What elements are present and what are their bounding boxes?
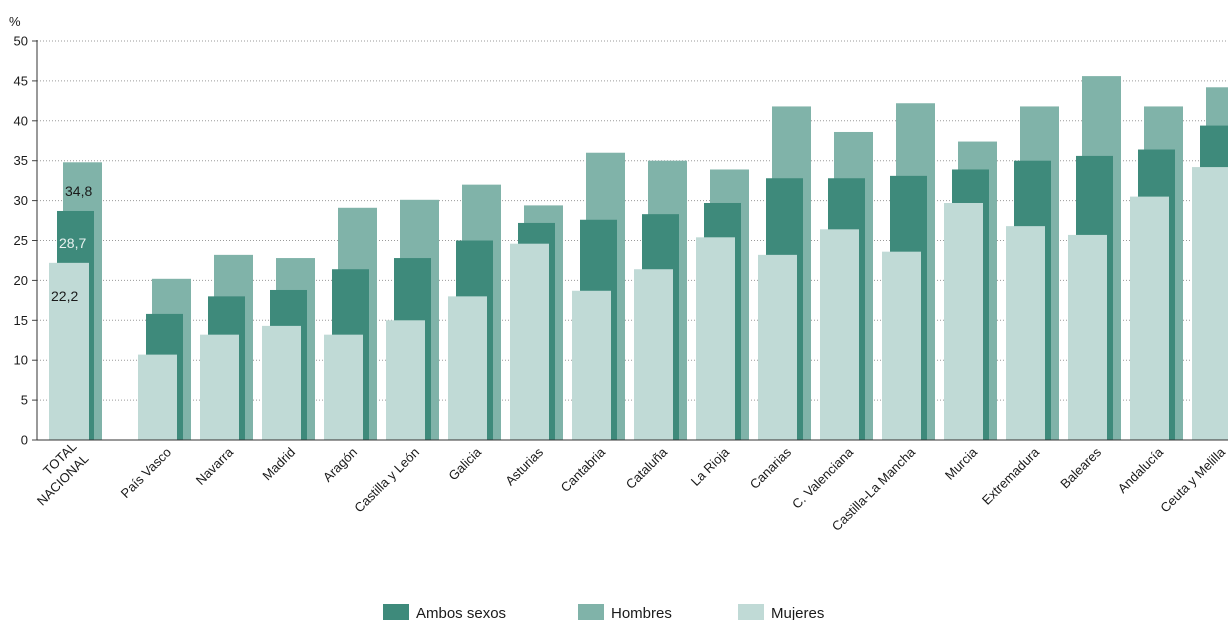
x-category-label: Ceuta y Melilla: [1157, 444, 1228, 515]
bar-mujeres: [1192, 167, 1228, 441]
bar-mujeres: [324, 334, 363, 440]
x-category-label-line: Andalucía: [1115, 444, 1167, 496]
y-tick-label: 45: [14, 73, 28, 88]
x-category-label: La Rioja: [688, 444, 733, 489]
x-category-label: TOTALNACIONAL: [22, 439, 92, 509]
bar-mujeres: [572, 290, 611, 440]
x-category-label: C. Valenciana: [789, 444, 857, 512]
x-category-label: Cantabria: [558, 444, 609, 495]
x-category-label-line: Galicia: [445, 444, 484, 483]
x-category-label-line: Madrid: [259, 445, 298, 484]
y-tick-label: 20: [14, 273, 28, 288]
x-category-label: Aragón: [320, 445, 360, 485]
bar-mujeres: [944, 202, 983, 440]
data-label-hombres-total: 34,8: [65, 183, 92, 199]
x-category-label-line: Baleares: [1057, 444, 1104, 491]
y-tick-label: 50: [14, 34, 28, 49]
bar-mujeres: [262, 325, 301, 440]
bar-mujeres: [49, 262, 89, 440]
y-tick-label: 0: [21, 433, 28, 448]
bar-mujeres: [1068, 234, 1107, 440]
bar-mujeres: [882, 251, 921, 440]
x-category-label: Andalucía: [1115, 444, 1167, 496]
bar-mujeres: [696, 237, 735, 440]
x-category-label-line: Ceuta y Melilla: [1157, 444, 1228, 515]
x-category-label-line: Murcia: [942, 444, 981, 483]
x-category-label: Extremadura: [979, 444, 1043, 508]
y-tick-label: 5: [21, 393, 28, 408]
legend-swatch: [738, 604, 764, 620]
x-category-label-line: Asturias: [502, 444, 546, 488]
legend: Ambos sexos Hombres Mujeres: [383, 604, 824, 620]
y-tick-label: 35: [14, 153, 28, 168]
x-category-label-line: Navarra: [193, 444, 237, 488]
x-category-label: Navarra: [193, 444, 237, 488]
x-category-label: Asturias: [502, 444, 546, 488]
data-label-ambos-total: 28,7: [59, 235, 86, 251]
bar-mujeres: [634, 269, 673, 440]
y-tick-label: 30: [14, 193, 28, 208]
x-category-label-line: Cataluña: [623, 444, 671, 492]
bar-mujeres: [386, 320, 425, 440]
legend-label: Ambos sexos: [416, 605, 506, 620]
x-category-label: Cataluña: [623, 444, 671, 492]
x-category-label-line: Cantabria: [558, 444, 609, 495]
bar-mujeres: [448, 296, 487, 440]
legend-swatch: [383, 604, 409, 620]
y-tick-label: 10: [14, 353, 28, 368]
bar-mujeres: [510, 243, 549, 440]
x-category-label-line: C. Valenciana: [789, 444, 857, 512]
x-category-label: Canarias: [747, 444, 795, 492]
x-category-label: País Vasco: [118, 445, 174, 501]
y-tick-label: 15: [14, 313, 28, 328]
x-category-label: Madrid: [259, 445, 298, 484]
x-category-label-line: Castilla y León: [351, 445, 422, 516]
bars-layer: [49, 76, 1228, 441]
y-tick-label: 25: [14, 233, 28, 248]
bar-mujeres: [138, 354, 177, 440]
bar-mujeres: [200, 334, 239, 440]
legend-swatch: [578, 604, 604, 620]
legend-label: Mujeres: [771, 605, 824, 620]
x-category-label: Baleares: [1057, 444, 1104, 491]
x-category-label: Murcia: [942, 444, 981, 483]
x-category-label-line: La Rioja: [688, 444, 733, 489]
axis-layer: % 0 5 10 15 20 25 30 35 40 45 50: [9, 14, 1228, 448]
x-category-label: Castilla y León: [351, 445, 422, 516]
x-category-label-line: Canarias: [747, 444, 795, 492]
x-category-label-line: Aragón: [320, 445, 360, 485]
legend-label: Hombres: [611, 605, 672, 620]
bar-mujeres: [820, 229, 859, 440]
x-category-label: Galicia: [445, 444, 484, 483]
x-category-label-line: País Vasco: [118, 445, 174, 501]
bar-mujeres: [758, 254, 797, 440]
data-label-mujeres-total: 22,2: [51, 288, 78, 304]
bar-mujeres: [1006, 226, 1045, 440]
y-tick-label: 40: [14, 113, 28, 128]
x-category-label-line: Extremadura: [979, 444, 1043, 508]
bar-mujeres: [1130, 196, 1169, 440]
y-axis-unit-label: %: [9, 14, 21, 29]
